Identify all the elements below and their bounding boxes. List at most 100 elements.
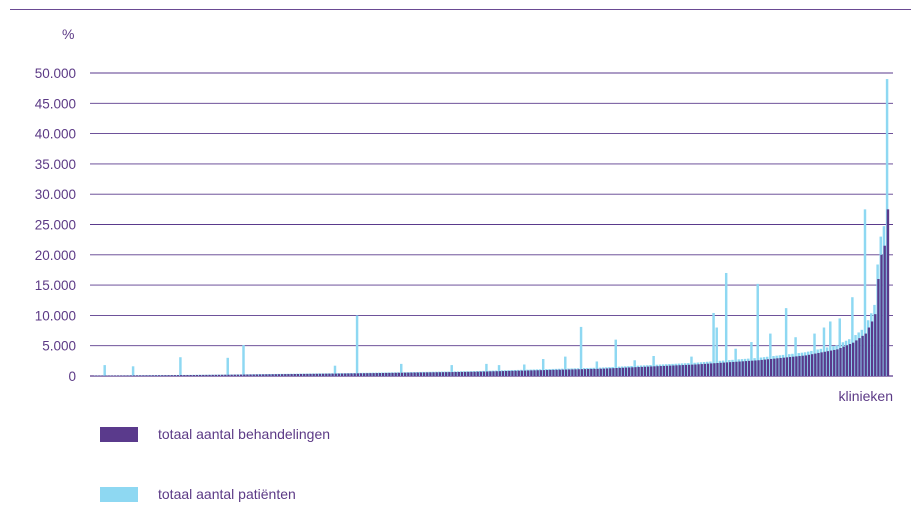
bar-behandelingen: [751, 360, 754, 376]
bar-behandelingen: [836, 349, 839, 376]
bar-behandelingen: [590, 368, 593, 376]
bar-behandelingen: [580, 369, 584, 376]
bar-behandelingen: [145, 375, 148, 376]
bar-behandelingen: [303, 373, 306, 376]
bar-patienten: [829, 321, 832, 376]
bar-behandelingen: [728, 362, 732, 376]
bar-behandelingen: [470, 371, 473, 376]
bar-patienten: [769, 333, 772, 376]
bar-behandelingen: [142, 375, 145, 376]
bar-behandelingen: [448, 372, 451, 376]
bar-behandelingen: [400, 372, 404, 376]
bar-behandelingen: [265, 374, 268, 376]
bar-behandelingen: [829, 350, 833, 376]
y-tick-label: 20.000: [35, 248, 76, 263]
bar-behandelingen: [769, 358, 773, 376]
bar-patienten: [838, 318, 841, 376]
bar-behandelingen: [344, 373, 347, 376]
bar-behandelingen: [186, 375, 189, 376]
bar-behandelingen: [306, 373, 309, 376]
bar-behandelingen: [583, 369, 587, 376]
bar-behandelingen: [571, 369, 574, 376]
bar-behandelingen: [435, 372, 439, 376]
bar-behandelingen: [810, 354, 814, 376]
bar-behandelingen: [407, 372, 410, 376]
bar-behandelingen: [271, 374, 274, 376]
bar-patienten: [750, 342, 753, 376]
bar-behandelingen: [353, 373, 357, 376]
bar-behandelingen: [678, 365, 681, 376]
bar-behandelingen: [296, 373, 300, 376]
bar-behandelingen: [574, 369, 577, 376]
bar-behandelingen: [886, 209, 890, 376]
bar-behandelingen: [599, 368, 603, 376]
bar-behandelingen: [236, 374, 240, 376]
bar-behandelingen: [545, 370, 549, 376]
bar-behandelingen: [347, 373, 350, 376]
bar-behandelingen: [804, 355, 808, 376]
bar-behandelingen: [861, 335, 864, 376]
bar-behandelingen: [221, 374, 224, 376]
bar-behandelingen: [549, 369, 552, 376]
bar-behandelingen: [318, 373, 322, 376]
top-rule: [10, 9, 911, 10]
bar-behandelingen: [208, 374, 211, 376]
bar-behandelingen: [445, 372, 448, 376]
bar-behandelingen: [747, 360, 751, 376]
bar-behandelingen: [410, 372, 413, 376]
bar-behandelingen: [798, 356, 801, 376]
bar-behandelingen: [665, 365, 669, 376]
bar-behandelingen: [504, 371, 508, 376]
bar-behandelingen: [779, 357, 782, 376]
legend-item-behandelingen: totaal aantal behandelingen: [100, 426, 330, 442]
bar-behandelingen: [366, 373, 369, 376]
bar-behandelingen: [350, 373, 353, 376]
bar-behandelingen: [180, 375, 183, 376]
bar-behandelingen: [328, 373, 331, 376]
bar-behandelingen: [394, 372, 398, 376]
bar-behandelingen: [293, 374, 297, 376]
bar-behandelingen: [874, 314, 877, 376]
bar-behandelingen: [634, 367, 637, 376]
bar-behandelingen: [262, 374, 265, 376]
bar-behandelingen: [533, 370, 536, 376]
bar-behandelingen: [372, 373, 375, 376]
bar-behandelingen: [501, 371, 505, 376]
bar-behandelingen: [214, 374, 218, 376]
bar-behandelingen: [801, 355, 804, 376]
bar-behandelingen: [255, 374, 259, 376]
bar-behandelingen: [555, 369, 558, 376]
bar-patienten: [541, 359, 545, 376]
bar-behandelingen: [388, 372, 391, 376]
bar-behandelingen: [646, 366, 650, 376]
bar-behandelingen: [340, 373, 344, 376]
bar-behandelingen: [823, 351, 827, 376]
bar-behandelingen: [716, 363, 719, 376]
legend-label-behandelingen: totaal aantal behandelingen: [158, 426, 331, 442]
bar-behandelingen: [609, 368, 612, 376]
bar-behandelingen: [161, 375, 164, 376]
bar-behandelingen: [628, 367, 631, 376]
bar-behandelingen: [224, 374, 227, 376]
bar-behandelingen: [375, 373, 379, 376]
bar-patienten: [242, 345, 245, 376]
bar-patienten: [355, 315, 359, 376]
bar-behandelingen: [536, 370, 539, 376]
bar-behandelingen: [217, 374, 221, 376]
bar-behandelingen: [239, 374, 243, 376]
bar-behandelingen: [429, 372, 432, 376]
bar-behandelingen: [621, 367, 625, 376]
bar-behandelingen: [691, 364, 694, 376]
bar-behandelingen: [542, 370, 546, 376]
bar-behandelingen: [381, 372, 385, 376]
bar-patienten: [497, 365, 501, 376]
bar-behandelingen: [164, 375, 167, 376]
bar-behandelingen: [766, 359, 770, 376]
bar-behandelingen: [211, 374, 215, 376]
bar-patienten: [485, 363, 488, 376]
bar-behandelingen: [833, 349, 836, 376]
bar-patienten: [863, 209, 867, 376]
bar-behandelingen: [312, 373, 316, 376]
bar-behandelingen: [681, 365, 685, 376]
legend-swatch-patienten: [100, 486, 138, 502]
